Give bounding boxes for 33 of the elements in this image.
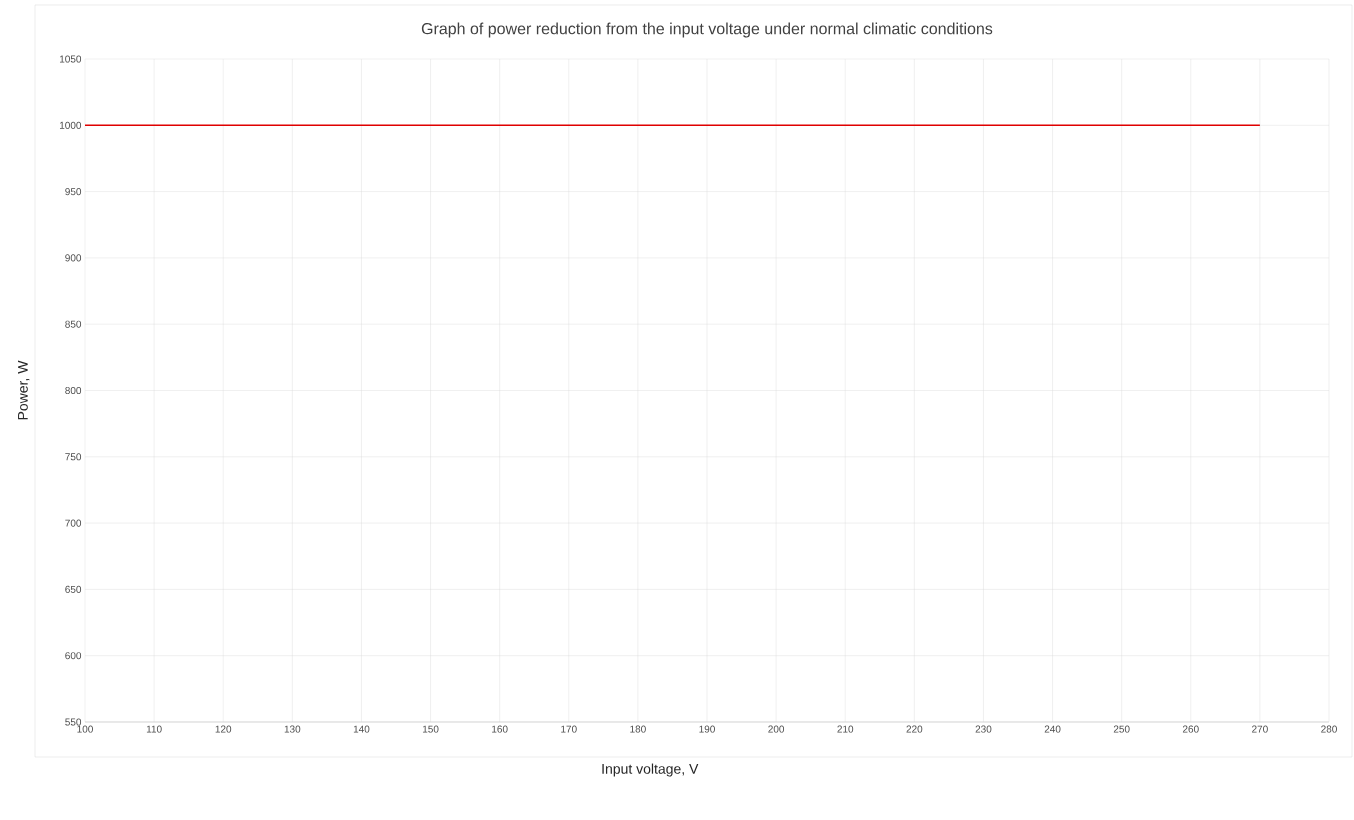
x-tick-label: 220	[906, 725, 923, 733]
x-tick-label: 110	[146, 725, 162, 733]
x-tick-label: 120	[215, 725, 232, 733]
x-tick-label: 140	[353, 725, 370, 733]
y-axis-title: Power, W	[18, 360, 30, 420]
y-tick-label: 750	[65, 453, 82, 461]
y-tick-label: 650	[65, 585, 82, 593]
x-tick-label: 250	[1113, 725, 1130, 733]
x-tick-label: 130	[284, 725, 301, 733]
y-tick-label: 1000	[59, 121, 82, 129]
y-tick-label: 850	[65, 320, 82, 328]
x-tick-label: 150	[422, 725, 439, 733]
x-tick-label: 180	[630, 725, 646, 733]
y-tick-label: 800	[65, 386, 82, 395]
x-tick-label: 170	[561, 725, 577, 733]
x-tick-label: 100	[77, 725, 93, 733]
y-tick-label: 1050	[59, 55, 82, 63]
x-tick-label: 270	[1252, 725, 1268, 733]
x-tick-label: 210	[837, 725, 854, 733]
y-tick-label: 600	[65, 652, 82, 660]
chart-title: Graph of power reduction from the input voltage under normal climatic conditions	[421, 22, 993, 38]
x-tick-label: 200	[768, 725, 785, 733]
x-tick-label: 280	[1321, 725, 1337, 733]
y-tick-label: 900	[65, 254, 82, 262]
x-tick-label: 240	[1044, 725, 1061, 733]
y-tick-label: 700	[65, 519, 82, 527]
x-tick-label: 190	[699, 725, 715, 733]
x-tick-label: 230	[975, 725, 992, 733]
x-axis-title: Input voltage, V	[602, 763, 699, 777]
x-tick-label: 160	[492, 725, 508, 733]
y-tick-label: 950	[65, 188, 82, 196]
y-tick-label: 550	[65, 718, 82, 726]
x-tick-label: 260	[1182, 725, 1199, 733]
